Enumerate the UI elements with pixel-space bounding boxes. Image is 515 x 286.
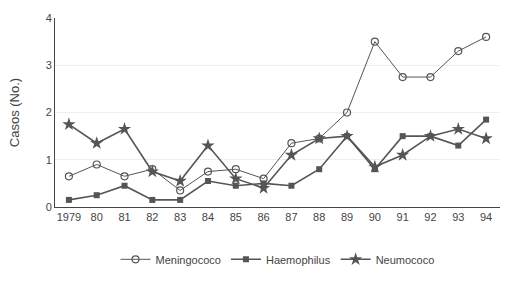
svg-text:90: 90 xyxy=(369,211,381,223)
svg-text:85: 85 xyxy=(230,211,242,223)
svg-text:89: 89 xyxy=(341,211,353,223)
svg-text:82: 82 xyxy=(146,211,158,223)
svg-text:86: 86 xyxy=(257,211,269,223)
svg-text:88: 88 xyxy=(313,211,325,223)
svg-text:Haemophilus: Haemophilus xyxy=(266,254,331,266)
svg-text:Casos (No.): Casos (No.) xyxy=(7,78,22,147)
svg-text:3: 3 xyxy=(46,59,52,71)
svg-text:84: 84 xyxy=(202,211,214,223)
svg-text:94: 94 xyxy=(480,211,492,223)
svg-text:80: 80 xyxy=(91,211,103,223)
svg-text:Meningococo: Meningococo xyxy=(156,254,221,266)
svg-text:92: 92 xyxy=(424,211,436,223)
svg-text:4: 4 xyxy=(46,12,52,24)
svg-text:2: 2 xyxy=(46,106,52,118)
svg-text:87: 87 xyxy=(285,211,297,223)
svg-text:Neumococo: Neumococo xyxy=(376,254,435,266)
svg-text:83: 83 xyxy=(174,211,186,223)
svg-text:93: 93 xyxy=(452,211,464,223)
svg-text:1: 1 xyxy=(46,154,52,166)
svg-text:91: 91 xyxy=(397,211,409,223)
svg-text:0: 0 xyxy=(46,201,52,213)
svg-text:81: 81 xyxy=(118,211,130,223)
svg-text:1979: 1979 xyxy=(57,211,81,223)
